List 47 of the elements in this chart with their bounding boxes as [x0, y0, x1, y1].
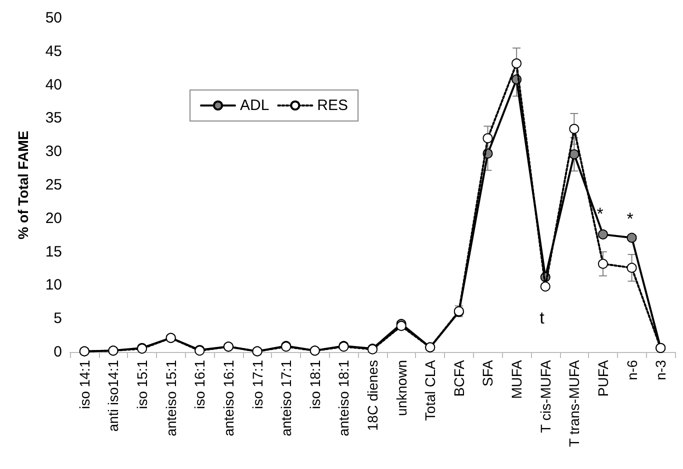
point	[598, 229, 608, 240]
y-tick-label: 20	[45, 210, 62, 227]
x-tick-label: n-3	[652, 360, 669, 380]
y-tick-label: 50	[45, 10, 62, 26]
x-tick-label: iso 18:1	[306, 360, 323, 410]
point	[569, 124, 580, 134]
x-tick-label: BCFA	[450, 359, 467, 397]
point	[598, 258, 608, 269]
y-tick-label: 45	[45, 42, 62, 60]
point	[626, 232, 637, 243]
y-tick-label: 5	[54, 310, 62, 328]
x-tick-label: iso 15:1	[134, 360, 150, 410]
annotation: *	[596, 204, 604, 224]
y-tick-label: 40	[45, 76, 62, 94]
point	[512, 58, 522, 68]
x-tick-label: T trans-MUFA	[566, 359, 582, 447]
x-tick-label: anteiso 15:1	[162, 360, 179, 436]
point	[626, 262, 637, 273]
annotation: *	[626, 210, 634, 228]
y-tick-label: 15	[45, 243, 62, 260]
point	[482, 133, 493, 144]
x-tick-label: anti iso14:1	[105, 360, 122, 432]
y-tick-label: 25	[45, 176, 62, 194]
legend-label: RES	[317, 97, 348, 114]
x-tick-label: SFA	[480, 359, 496, 386]
x-tick-label: Total CLA	[422, 359, 438, 421]
y-tick-label: 0	[54, 344, 62, 360]
y-tick-label: 10	[45, 276, 62, 294]
x-tick-label: PUFA	[594, 359, 611, 397]
x-tick-label: anteiso 16:1	[220, 360, 236, 436]
x-tick-label: n-6	[624, 360, 640, 380]
point	[540, 282, 550, 292]
point	[569, 149, 580, 160]
x-tick-label: unknown	[393, 360, 410, 416]
legend-label: ADL	[240, 97, 270, 114]
x-tick-label: MUFA	[508, 359, 525, 399]
annotation: t	[540, 308, 545, 328]
y-tick-label: 30	[45, 143, 62, 160]
x-tick-label: anteiso 17:1	[278, 360, 294, 436]
y-tick-label: 35	[45, 110, 62, 127]
x-tick-label: anteiso 18:1	[336, 360, 352, 436]
x-tick-label: 18C dienes	[364, 360, 380, 431]
y-axis-title: % of Total FAME	[15, 130, 31, 240]
x-tick-label: iso 17:1	[249, 360, 266, 410]
x-tick-label: T cis-MUFA	[537, 359, 554, 433]
x-tick-label: iso 16:1	[192, 360, 208, 410]
x-tick-label: iso 14:1	[76, 360, 92, 410]
